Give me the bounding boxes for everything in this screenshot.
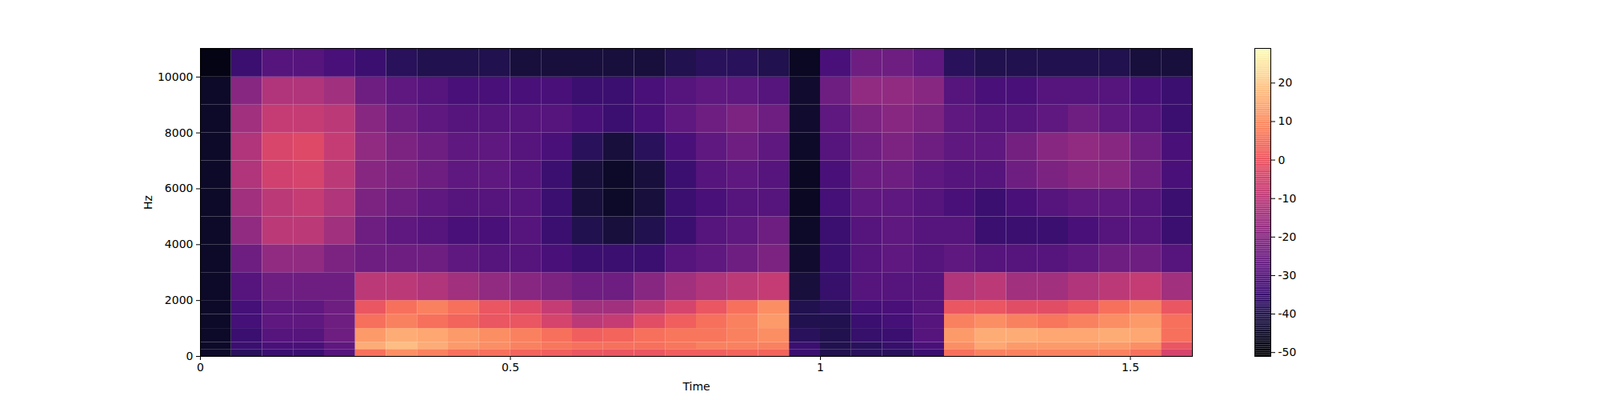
svg-text:1.5: 1.5: [1121, 360, 1140, 374]
svg-text:2000: 2000: [164, 293, 194, 307]
svg-text:-40: -40: [1278, 307, 1297, 320]
svg-text:Hz: Hz: [141, 195, 155, 210]
svg-text:-10: -10: [1278, 192, 1297, 205]
svg-text:0: 0: [186, 349, 194, 363]
svg-text:6000: 6000: [164, 181, 194, 195]
svg-text:0.5: 0.5: [501, 360, 520, 374]
svg-text:1: 1: [816, 360, 824, 374]
svg-text:8000: 8000: [164, 126, 194, 140]
svg-text:0: 0: [1278, 153, 1286, 167]
svg-text:4000: 4000: [164, 237, 194, 251]
svg-text:Time: Time: [681, 380, 710, 393]
svg-text:-20: -20: [1278, 230, 1297, 244]
svg-text:10000: 10000: [157, 70, 194, 84]
svg-text:0: 0: [196, 360, 204, 374]
svg-text:20: 20: [1278, 76, 1293, 89]
svg-text:10: 10: [1278, 114, 1293, 128]
svg-text:-30: -30: [1278, 268, 1297, 282]
svg-text:-50: -50: [1278, 345, 1297, 359]
